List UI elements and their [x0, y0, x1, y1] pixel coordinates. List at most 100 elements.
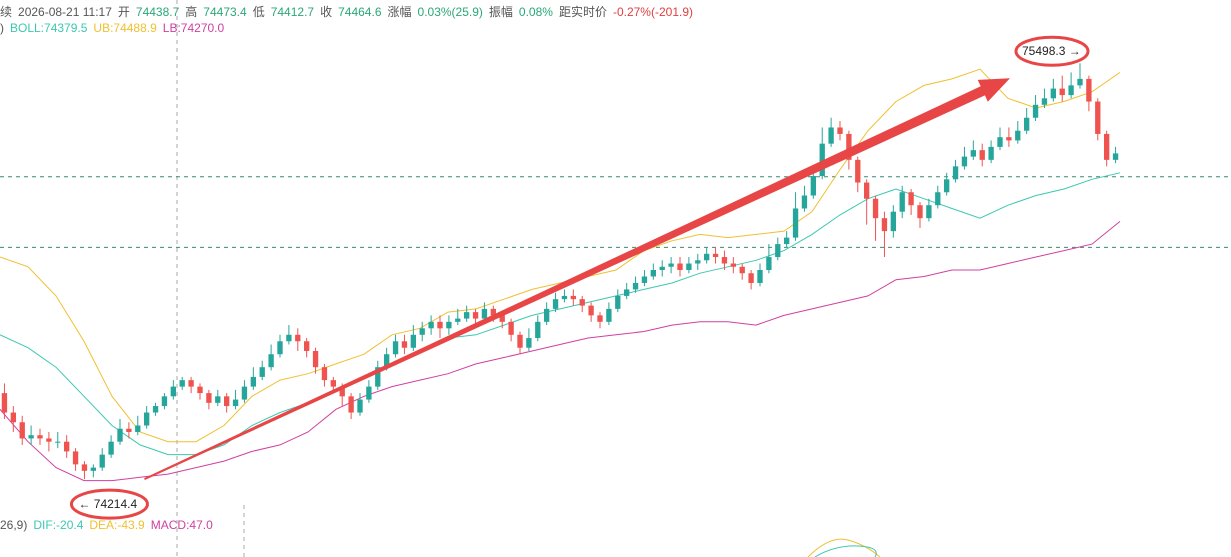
candle — [730, 257, 736, 274]
candle — [899, 185, 905, 219]
candle — [286, 325, 292, 345]
candle-body — [1015, 130, 1021, 141]
candle — [837, 120, 843, 141]
candle-body — [428, 321, 434, 329]
candle-body — [615, 295, 621, 309]
candle — [961, 146, 968, 170]
candle — [321, 363, 328, 387]
candle — [46, 431, 52, 452]
candle — [917, 201, 923, 228]
candle-body — [828, 127, 834, 144]
candle — [464, 305, 470, 322]
candle — [304, 338, 310, 358]
candle — [455, 308, 461, 326]
candle-body — [641, 276, 648, 283]
trend-annotation — [69, 35, 1090, 520]
candle-body — [766, 257, 772, 270]
close-value: 74464.6 — [338, 5, 382, 19]
high-label: 高 — [185, 5, 198, 19]
candle-body — [375, 367, 381, 387]
candle-body — [188, 380, 194, 387]
candle-body — [277, 341, 283, 355]
candle-body — [410, 334, 416, 348]
candle — [997, 127, 1003, 151]
candle-body — [161, 396, 168, 407]
candle — [739, 263, 745, 280]
candle — [437, 315, 443, 339]
candle-body — [872, 198, 879, 219]
candle-body — [384, 354, 390, 368]
candle-body — [1059, 88, 1065, 96]
candle-body — [739, 266, 745, 274]
amplitude-label: 振幅 — [488, 5, 513, 19]
candle-body — [1104, 133, 1110, 160]
candle — [1095, 98, 1101, 141]
candle-body — [970, 150, 976, 157]
candle-body — [472, 312, 479, 319]
candle-body — [126, 428, 132, 432]
candle-body — [108, 441, 114, 455]
candle — [570, 289, 576, 306]
candle-body — [544, 308, 550, 322]
candle — [215, 389, 221, 407]
candle-body — [304, 341, 310, 351]
candle-body — [988, 146, 994, 160]
candle-body — [401, 341, 408, 348]
candle-body — [908, 192, 914, 206]
candle-body — [1024, 117, 1030, 131]
candle-body — [321, 367, 328, 381]
candle-body — [72, 451, 79, 465]
candle — [108, 435, 114, 458]
bollinger-bands — [0, 68, 1121, 482]
candle — [268, 344, 274, 371]
candle-body — [952, 166, 959, 180]
low-label: 低 — [252, 5, 265, 19]
candle-body — [855, 159, 861, 183]
candle — [1077, 63, 1083, 89]
candle — [890, 205, 896, 238]
candle-body — [721, 257, 728, 264]
candle-body — [117, 428, 123, 442]
candle — [224, 393, 230, 413]
candle — [881, 211, 888, 258]
candle — [481, 302, 488, 322]
band-mid — [0, 172, 1121, 456]
low-value: 74412.7 — [270, 5, 315, 19]
candle-body — [606, 308, 612, 322]
candle-body — [926, 205, 932, 219]
change-label: 涨幅 — [387, 5, 412, 19]
candle — [668, 257, 674, 274]
candle — [10, 406, 16, 432]
candle-body — [881, 218, 888, 232]
candle — [28, 425, 34, 445]
candle-body — [312, 350, 319, 368]
candle — [375, 360, 381, 390]
candle-body — [295, 334, 301, 342]
candle — [1, 383, 8, 420]
candle — [410, 325, 416, 351]
boll-mid: BOLL:74379.5 — [10, 21, 88, 35]
candle — [197, 383, 203, 400]
candle-body — [890, 211, 896, 232]
candle — [748, 270, 754, 290]
candle-body — [917, 205, 923, 219]
candle — [135, 415, 141, 436]
candle — [312, 347, 319, 374]
high-value: 74473.4 — [203, 5, 247, 19]
candle — [446, 315, 452, 335]
candle-body — [10, 412, 16, 423]
candle — [161, 393, 168, 410]
candle — [1086, 75, 1092, 112]
candle-body — [650, 270, 656, 277]
candle — [1032, 95, 1039, 121]
candle — [152, 402, 159, 416]
candle — [188, 376, 194, 394]
candle — [19, 415, 25, 445]
candle-body — [704, 253, 710, 261]
candle-body — [55, 441, 61, 443]
ohlc-header: 续 2026-08-21 11:17 开 74438.7 高 74473.4 低 74412.… — [0, 3, 699, 20]
candle — [952, 159, 959, 183]
candle-body — [561, 295, 568, 300]
